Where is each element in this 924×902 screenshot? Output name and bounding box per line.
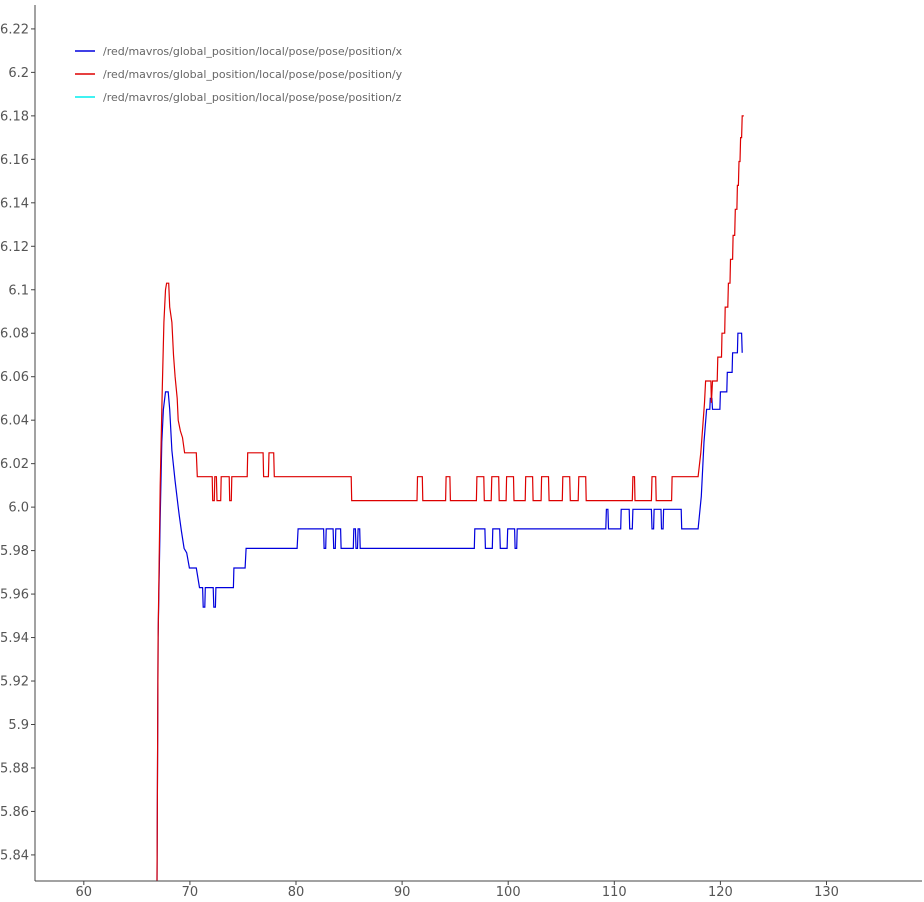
y-tick-label: 5.96 <box>0 588 29 603</box>
y-tick-label: 5.88 <box>0 761 29 776</box>
legend-label-2: /red/mavros/global_position/local/pose/p… <box>103 91 402 104</box>
y-tick-label: 6.04 <box>0 414 29 429</box>
y-tick-label: 5.9 <box>8 718 29 733</box>
x-tick-label: 130 <box>814 885 839 900</box>
x-tick-label: 120 <box>708 885 733 900</box>
y-tick-label: 6.1 <box>8 283 29 298</box>
y-tick-label: 6.18 <box>0 109 29 124</box>
legend: /red/mavros/global_position/local/pose/p… <box>75 45 403 104</box>
y-tick-label: 5.86 <box>0 805 29 820</box>
x-axis-ticks: 60 70 80 90 100 110 120 130 <box>76 881 839 900</box>
y-tick-label: 6.14 <box>0 196 29 211</box>
y-tick-label: 6.02 <box>0 457 29 472</box>
x-tick-label: 90 <box>394 885 411 900</box>
series-layer <box>156 115 744 881</box>
y-tick-label: 5.94 <box>0 631 29 646</box>
legend-label-1: /red/mavros/global_position/local/pose/p… <box>103 68 403 81</box>
y-tick-label: 5.98 <box>0 544 29 559</box>
y-tick-label: 6.0 <box>8 501 29 516</box>
x-tick-label: 80 <box>288 885 305 900</box>
y-tick-label: 6.16 <box>0 153 29 168</box>
y-tick-label: 6.22 <box>0 22 29 37</box>
y-axis-ticks: 5.84 5.86 5.88 5.9 5.92 5.94 5.96 5.98 6.0 6.02 6.… <box>0 22 35 863</box>
series-line-1 <box>156 115 744 881</box>
x-tick-label: 60 <box>76 885 93 900</box>
y-tick-label: 5.84 <box>0 848 29 863</box>
series-line-0 <box>156 332 743 881</box>
x-tick-label: 110 <box>602 885 627 900</box>
legend-label-0: /red/mavros/global_position/local/pose/p… <box>103 45 403 58</box>
y-tick-label: 6.08 <box>0 327 29 342</box>
y-tick-label: 5.92 <box>0 675 29 690</box>
y-tick-label: 6.06 <box>0 370 29 385</box>
x-tick-label: 100 <box>496 885 521 900</box>
y-tick-label: 6.12 <box>0 240 29 255</box>
y-tick-label: 6.2 <box>8 66 29 81</box>
x-tick-label: 70 <box>182 885 199 900</box>
